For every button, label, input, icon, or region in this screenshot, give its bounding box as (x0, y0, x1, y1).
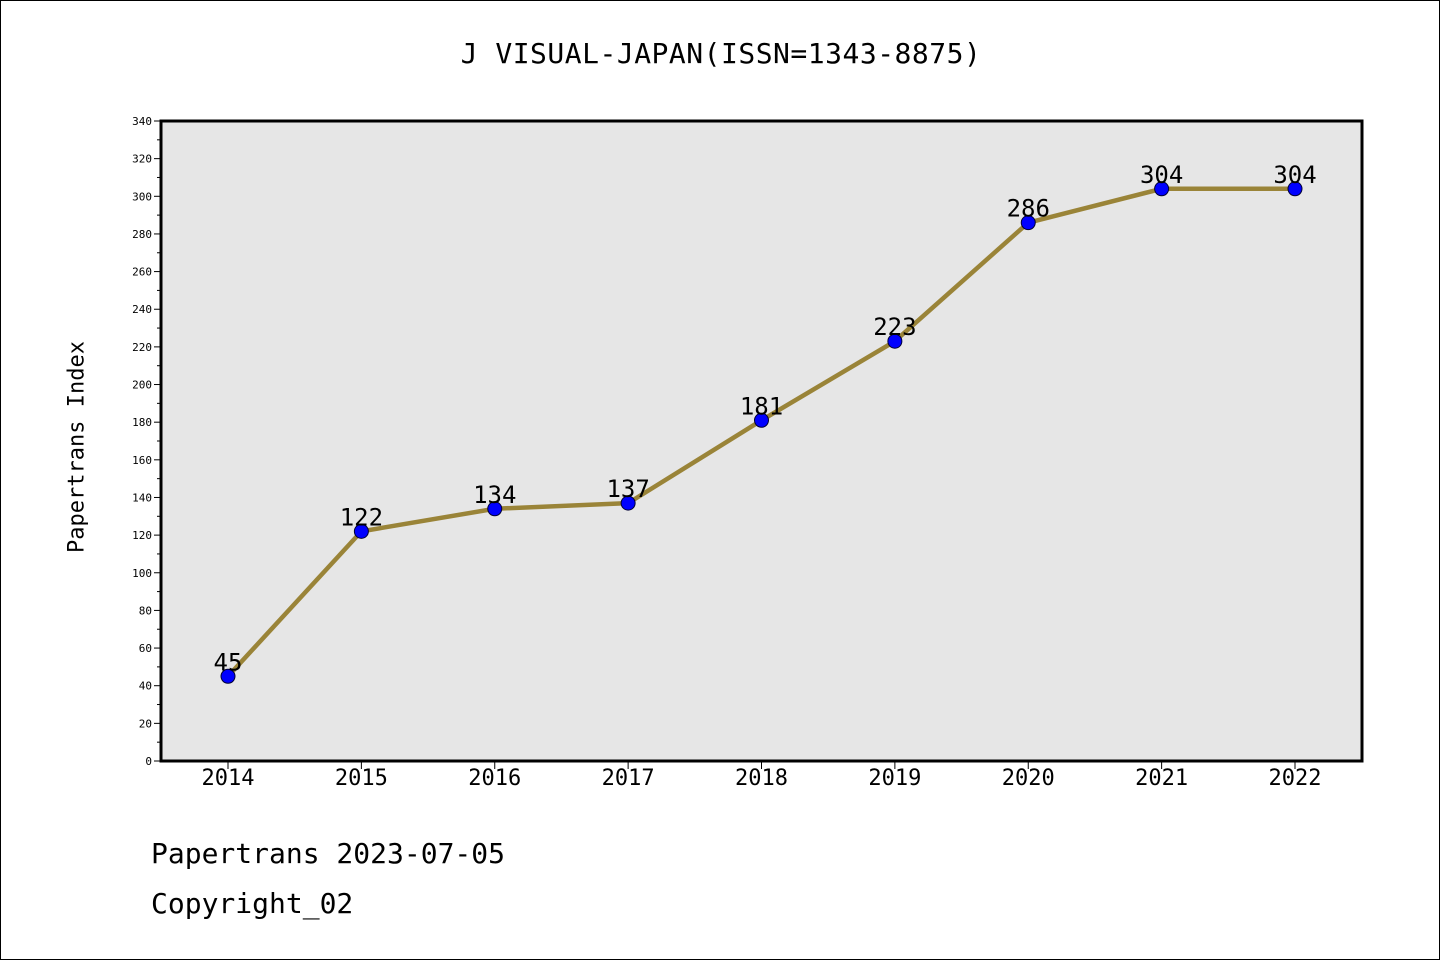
y-tick-label: 340 (132, 115, 152, 128)
y-tick-label: 60 (139, 642, 152, 655)
y-tick-label: 180 (132, 416, 152, 429)
data-point (754, 412, 769, 428)
y-tick-label: 100 (132, 567, 152, 580)
y-tick-label: 160 (132, 454, 152, 467)
data-point (220, 668, 236, 684)
y-tick-label: 320 (132, 153, 152, 166)
y-tick-label: 0 (145, 755, 152, 768)
data-point (1287, 181, 1303, 197)
y-tick-label: 200 (132, 379, 152, 392)
data-point (887, 333, 903, 349)
x-tick-label: 2022 (1269, 766, 1322, 791)
y-tick-label: 240 (132, 303, 152, 316)
y-ticks: 0 20 40 60 80 100 120 140 160 180 200 220 240 260 280 3… (132, 115, 161, 768)
data-label: 223 (873, 313, 916, 341)
data-labels: 45 122 134 137 181 223 286 304 304 (214, 161, 1317, 677)
data-label: 286 (1007, 195, 1050, 223)
y-tick-label: 120 (132, 529, 152, 542)
data-label: 304 (1273, 161, 1316, 189)
y-tick-label: 20 (139, 717, 152, 730)
x-tick-label: 2021 (1135, 766, 1188, 791)
y-tick-label: 140 (132, 491, 152, 504)
data-label: 181 (740, 392, 783, 420)
y-tick-label: 280 (132, 228, 152, 241)
plot-area (159, 119, 1364, 763)
data-label: 137 (606, 475, 649, 503)
x-tick-label: 2017 (602, 766, 655, 791)
data-point (620, 495, 636, 511)
footer-copyright: Copyright_02 (151, 887, 354, 920)
data-point (353, 523, 369, 539)
x-tick-label: 2018 (735, 766, 788, 791)
x-ticks: 2014 2015 2016 2017 2018 2019 2020 2021 2022 (202, 761, 1322, 791)
y-tick-label: 40 (139, 680, 152, 693)
x-tick-label: 2014 (202, 766, 255, 791)
data-points (220, 181, 1303, 684)
y-tick-label: 260 (132, 266, 152, 279)
data-point (487, 501, 503, 517)
data-label: 122 (340, 503, 383, 531)
chart-title: J VISUAL-JAPAN(ISSN=1343-8875) (460, 37, 982, 70)
x-tick-label: 2015 (335, 766, 388, 791)
data-label: 304 (1140, 161, 1183, 189)
data-label: 134 (473, 481, 516, 509)
data-point (1154, 181, 1170, 197)
y-tick-label: 220 (132, 341, 152, 354)
x-tick-label: 2019 (868, 766, 921, 791)
footer-date: Papertrans 2023-07-05 (151, 837, 506, 870)
y-tick-label: 300 (132, 190, 152, 203)
x-tick-label: 2020 (1002, 766, 1055, 791)
y-tick-label: 80 (139, 604, 152, 617)
data-point (1020, 215, 1036, 231)
x-tick-label: 2016 (468, 766, 521, 791)
data-label: 45 (214, 648, 243, 676)
